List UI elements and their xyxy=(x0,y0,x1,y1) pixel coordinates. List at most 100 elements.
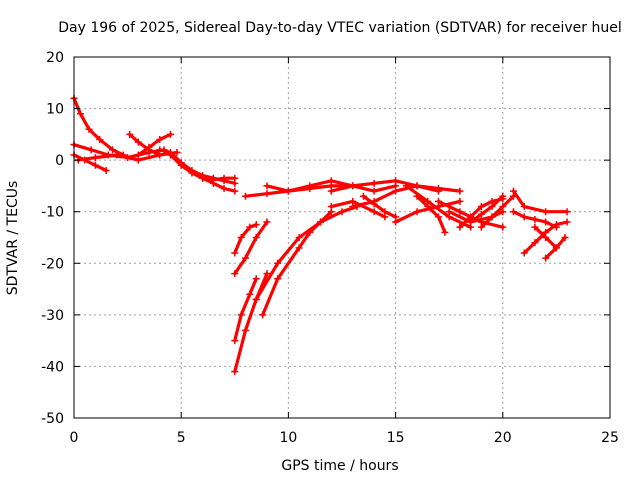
data-point xyxy=(499,223,507,231)
series-track-20 xyxy=(327,197,389,221)
data-point xyxy=(327,203,335,211)
data-point xyxy=(349,197,357,205)
data-point xyxy=(231,174,239,182)
data-point xyxy=(263,218,271,226)
data-point xyxy=(434,197,442,205)
series-line-track-06 xyxy=(136,132,173,157)
data-point xyxy=(359,192,367,200)
data-point xyxy=(392,177,400,185)
y-tick-label: 20 xyxy=(46,50,64,66)
series-track-13 xyxy=(231,221,260,257)
data-point xyxy=(552,244,560,252)
data-point xyxy=(434,185,442,193)
data-point xyxy=(510,187,518,195)
series-line-track-05 xyxy=(128,132,162,157)
x-tick-label: 15 xyxy=(387,430,405,446)
data-point xyxy=(552,221,560,229)
data-point xyxy=(231,187,239,195)
data-point xyxy=(445,208,453,216)
y-tick-label: -30 xyxy=(41,308,64,324)
data-point xyxy=(134,151,142,159)
x-tick-label: 20 xyxy=(494,430,512,446)
series-track-31 xyxy=(510,208,560,231)
data-point xyxy=(109,146,117,154)
data-point xyxy=(85,125,93,133)
data-point xyxy=(488,213,496,221)
data-point xyxy=(520,249,528,257)
axis-layer: 0 5 10 15 20 25 -50 -40 -30 -20 -10 0 10 20 xyxy=(41,50,619,446)
data-point xyxy=(456,208,464,216)
data-point xyxy=(246,290,254,298)
data-point xyxy=(242,254,250,262)
series-line-track-23 xyxy=(415,194,447,234)
data-point xyxy=(177,161,185,169)
data-point xyxy=(542,208,550,216)
data-point xyxy=(542,234,550,241)
series-line-track-01 xyxy=(72,96,125,157)
data-point xyxy=(231,270,239,278)
data-point xyxy=(173,148,181,156)
data-point xyxy=(510,208,518,216)
series-line-track-27 xyxy=(469,194,505,224)
data-point xyxy=(327,177,335,185)
series-line-track-12 xyxy=(233,220,269,276)
series-track-30 xyxy=(510,187,571,216)
data-point xyxy=(263,270,271,278)
data-point xyxy=(381,208,389,216)
series-track-32 xyxy=(520,218,571,257)
y-tick-label: 0 xyxy=(55,153,64,169)
data-point xyxy=(91,161,99,169)
data-point xyxy=(237,234,245,241)
data-point xyxy=(220,174,228,182)
data-point xyxy=(166,130,174,138)
data-point xyxy=(456,187,464,195)
data-point xyxy=(542,254,550,262)
data-point xyxy=(531,215,539,223)
y-tick-label: 10 xyxy=(46,102,64,118)
data-point xyxy=(317,218,325,226)
data-point xyxy=(231,249,239,257)
data-point xyxy=(370,187,378,195)
chart-title: Day 196 of 2025, Sidereal Day-to-day VTE… xyxy=(58,20,621,36)
data-point xyxy=(263,190,271,198)
data-point xyxy=(338,208,346,216)
data-point xyxy=(327,187,335,195)
data-point xyxy=(252,295,260,303)
data-point xyxy=(134,138,142,146)
data-point xyxy=(126,130,134,138)
data-point xyxy=(488,203,496,211)
data-point xyxy=(252,234,260,241)
data-point xyxy=(220,185,228,193)
series-line-track-20 xyxy=(329,199,387,219)
series-line-track-11 xyxy=(233,277,258,343)
data-point xyxy=(102,166,110,174)
data-point xyxy=(242,326,250,334)
data-point xyxy=(467,218,475,226)
x-tick-label: 25 xyxy=(601,430,619,446)
data-point xyxy=(284,187,292,195)
data-point xyxy=(370,179,378,187)
data-point xyxy=(413,208,421,216)
series-line-track-30 xyxy=(511,189,569,214)
y-tick-label: -50 xyxy=(41,411,64,427)
data-point xyxy=(252,221,260,229)
data-point xyxy=(434,213,442,221)
series-layer xyxy=(70,94,571,376)
data-point xyxy=(231,368,239,376)
data-point xyxy=(531,239,539,247)
series-line-track-13 xyxy=(233,223,258,255)
series-line-track-09 xyxy=(201,176,237,182)
data-point xyxy=(246,223,254,231)
data-point xyxy=(166,151,174,159)
y-tick-label: -10 xyxy=(41,205,64,221)
data-point xyxy=(392,218,400,226)
data-point xyxy=(113,151,121,159)
data-point xyxy=(76,110,84,118)
data-point xyxy=(499,203,507,211)
data-point xyxy=(295,234,303,241)
data-point xyxy=(561,234,569,241)
data-point xyxy=(520,213,528,221)
data-point xyxy=(252,275,260,283)
data-point xyxy=(263,182,271,190)
